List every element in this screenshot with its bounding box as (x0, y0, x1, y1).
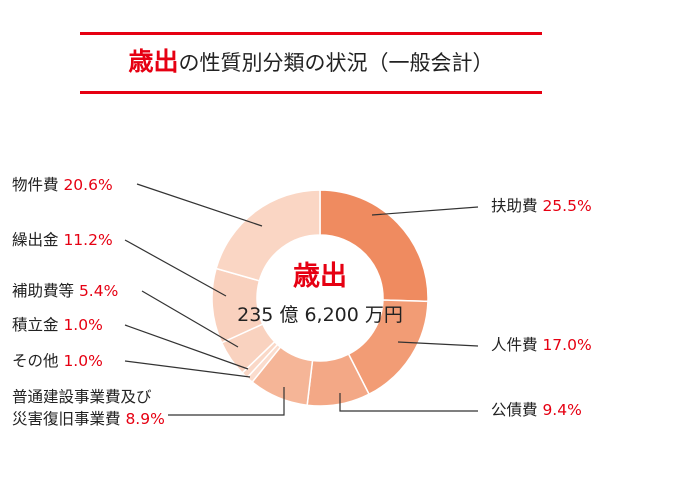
title-block: 歳出の性質別分類の状況（一般会計） (80, 32, 542, 94)
slice-value-0: 25.5% (538, 197, 592, 215)
slice-8 (215, 189, 321, 282)
slice-name-line-3-0: 普通建設事業費及び (12, 388, 152, 406)
chart-title-rest: の性質別分類の状況（一般会計） (178, 51, 494, 75)
slice-label-6: 補助費等 5.4% (12, 282, 118, 300)
slice-name-0: 扶助費 (491, 197, 538, 215)
slice-name-1: 人件費 (491, 336, 538, 354)
slice-name-7: 繰出金 (12, 231, 59, 249)
slice-label-3: 普通建設事業費及び災害復旧事業費 8.9% (12, 388, 165, 428)
slice-value-6: 5.4% (74, 282, 118, 300)
slice-name-4: その他 (12, 352, 59, 370)
slice-name-8: 物件費 (12, 176, 59, 194)
slice-value-4: 1.0% (59, 352, 103, 370)
donut-slices (211, 189, 429, 407)
slice-value-7: 11.2% (59, 231, 113, 249)
slice-label-2: 公債費 9.4% (491, 401, 582, 419)
slice-label-8: 物件費 20.6% (12, 176, 113, 194)
slice-name-5: 積立金 (12, 316, 59, 334)
chart-title: 歳出の性質別分類の状況（一般会計） (80, 42, 542, 83)
chart-title-accent: 歳出 (128, 47, 179, 76)
slice-value-5: 1.0% (59, 316, 103, 334)
leader-line-2 (339, 393, 478, 412)
slice-label-1: 人件費 17.0% (491, 336, 592, 354)
slice-name-2: 公債費 (491, 401, 538, 419)
leader-line-1 (397, 341, 479, 347)
center-title: 歳出 (293, 261, 347, 292)
slice-value-2: 9.4% (538, 401, 582, 419)
slice-label-5: 積立金 1.0% (12, 316, 103, 334)
leader-line-8 (136, 183, 263, 227)
slice-label-7: 繰出金 11.2% (12, 231, 113, 249)
leader-line-6 (141, 290, 239, 348)
slice-label-0: 扶助費 25.5% (491, 197, 592, 215)
slice-name-6: 補助費等 (12, 282, 74, 300)
slice-value-3: 8.9% (121, 410, 165, 428)
leader-line-5 (124, 324, 249, 370)
leader-lines (124, 183, 479, 416)
slice-label-4: その他 1.0% (12, 352, 103, 370)
slice-value-8: 20.6% (59, 176, 113, 194)
slice-labels: 扶助費 25.5% 人件費 17.0% 公債費 9.4% 普通建設事業費及び災害復旧事… (12, 176, 592, 428)
slice-value-1: 17.0% (538, 336, 592, 354)
slice-name-line-3-1: 災害復旧事業費 (12, 410, 121, 428)
leader-line-7 (124, 239, 227, 297)
center-total: 235 億 6,200 万円 (237, 304, 403, 326)
title-rule-bottom (80, 91, 542, 94)
title-rule-top (80, 32, 542, 35)
leader-line-4 (124, 360, 251, 378)
leader-line-0 (371, 206, 479, 216)
leader-line-3 (168, 387, 285, 416)
